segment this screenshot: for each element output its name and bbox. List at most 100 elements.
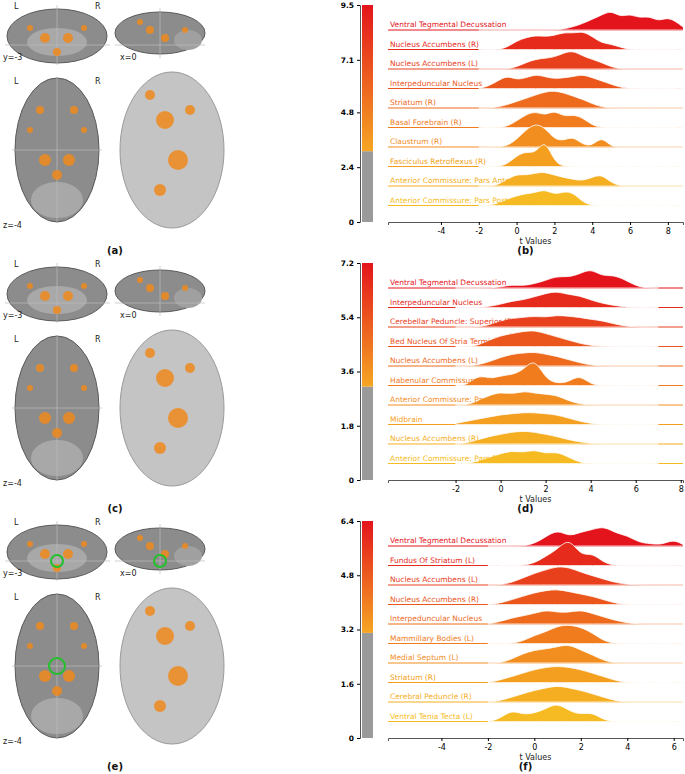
activation-blob [63,291,73,301]
activation-blob [63,412,75,424]
ridge-density [488,667,683,683]
activation-blob [137,19,143,25]
activation-blob [81,283,87,289]
colorbar-tick-label: 4.8 [341,108,354,117]
x-tick-mark [546,480,547,483]
activation-blob [52,428,62,438]
series-label: Interpeduncular Nucleus [390,298,482,307]
colorbar-tick-label: 7.2 [341,259,354,268]
activation-blob [40,33,50,43]
ridge-density [479,52,683,69]
series-label: Basal Forebrain (R) [390,118,462,127]
plot-area [388,528,683,722]
ridge-labels: Ventral Tegmental DecussationNucleus Acc… [390,20,539,205]
activation-blob [70,622,78,630]
series-label: Striatum (R) [390,673,436,682]
activation-blob [81,385,87,391]
x-tick: 4 [589,480,594,494]
view-label: y=-3 [3,53,22,62]
colorbar-tick: 1.8 [341,422,360,431]
figure-row: LRy=-3x=0LRz=-4(e)01.63.24.86.4Ventral T… [3,517,685,772]
view-label: R [95,335,101,344]
x-tick-label: 0 [532,743,537,752]
colorbar-tick-mark [357,60,360,61]
view-label: L [14,593,19,602]
activation-blob [52,686,62,696]
activation-blob [146,26,154,34]
x-tick-label: -2 [452,485,460,494]
ridge-row [388,392,683,405]
activation-blob [161,292,169,300]
x-tick-mark [581,738,582,741]
colorbar-tick-mark [357,426,360,427]
colorbar-tick: 0 [349,734,360,743]
x-axis: -202468 [389,480,684,494]
panel-label: (c) [107,503,122,514]
render-3d [120,330,224,486]
activation-blob [27,25,33,31]
ridge-density [479,125,683,147]
colorbar-tick-mark [357,372,360,373]
ridge-row [388,667,683,683]
plot-area [388,271,683,464]
colorbar-axis-line [357,522,361,739]
colorbar-tick: 6.4 [341,517,360,526]
colorbar-tick-label: 3.2 [341,625,354,634]
activation-blob [81,643,87,649]
colorbar-tick-label: 0 [349,218,354,227]
ridge-row [388,292,683,307]
activation-blob [168,666,188,686]
series-label: Nucleus Accumbens (L) [390,575,478,584]
activation-blob [53,48,61,56]
series-label: Interpeduncular Nucleus [390,79,482,88]
series-label: Nucleus Accumbens (L) [390,356,478,365]
activation-blob [182,543,188,549]
series-label: Nucleus Accumbens (R) [390,595,479,604]
highlight-ring [51,555,63,567]
x-tick: 6 [634,480,639,494]
view-label: x=0 [120,569,137,578]
crosshair [57,336,58,480]
x-tick-label: 6 [634,485,639,494]
colorbar-tick-mark [357,112,360,113]
colorbar-below-threshold [362,633,373,738]
activation-blob [63,670,75,682]
ridge-density [488,625,683,643]
x-tick: -2 [452,480,460,494]
panel-label: (f) [519,761,533,772]
crosshair [5,303,110,304]
colorbar-tick-mark [357,630,360,631]
colorbar-tick: 7.2 [341,259,360,268]
ridge-density [456,413,659,425]
x-axis: -4-20246 [389,738,684,752]
colorbar-axis: 01.63.24.86.4 [341,517,361,743]
activation-blob [185,363,195,373]
view-label: R [95,518,101,527]
ridge-density [488,705,683,721]
activation-blob [53,306,61,314]
ridge-row [388,91,683,108]
panel-label: (e) [107,761,123,772]
activation-blob [185,105,195,115]
activation-blob [154,184,166,196]
colorbar-axis-line [357,264,361,481]
x-tick-label: 2 [544,485,549,494]
view-label: R [95,593,101,602]
x-tick-label: 6 [672,743,677,752]
ridge-density [479,75,683,88]
colorbar-tick-label: 0 [349,476,354,485]
activation-blob [36,622,44,630]
view-label: L [14,2,19,11]
view-label: z=-4 [3,221,22,230]
ridge-density [488,542,683,565]
ridge-row [388,542,683,565]
colorbar-tick-label: 9.5 [341,1,354,10]
crosshair [160,8,161,58]
ridge-row [388,52,683,69]
view-label: y=-3 [3,569,22,578]
x-axis: -4-202468 [389,222,684,236]
colorbar-tick-label: 1.8 [341,422,354,431]
colorbar-tick-mark [357,738,360,739]
ridge-density [479,32,683,49]
x-tick-label: -2 [484,743,492,752]
